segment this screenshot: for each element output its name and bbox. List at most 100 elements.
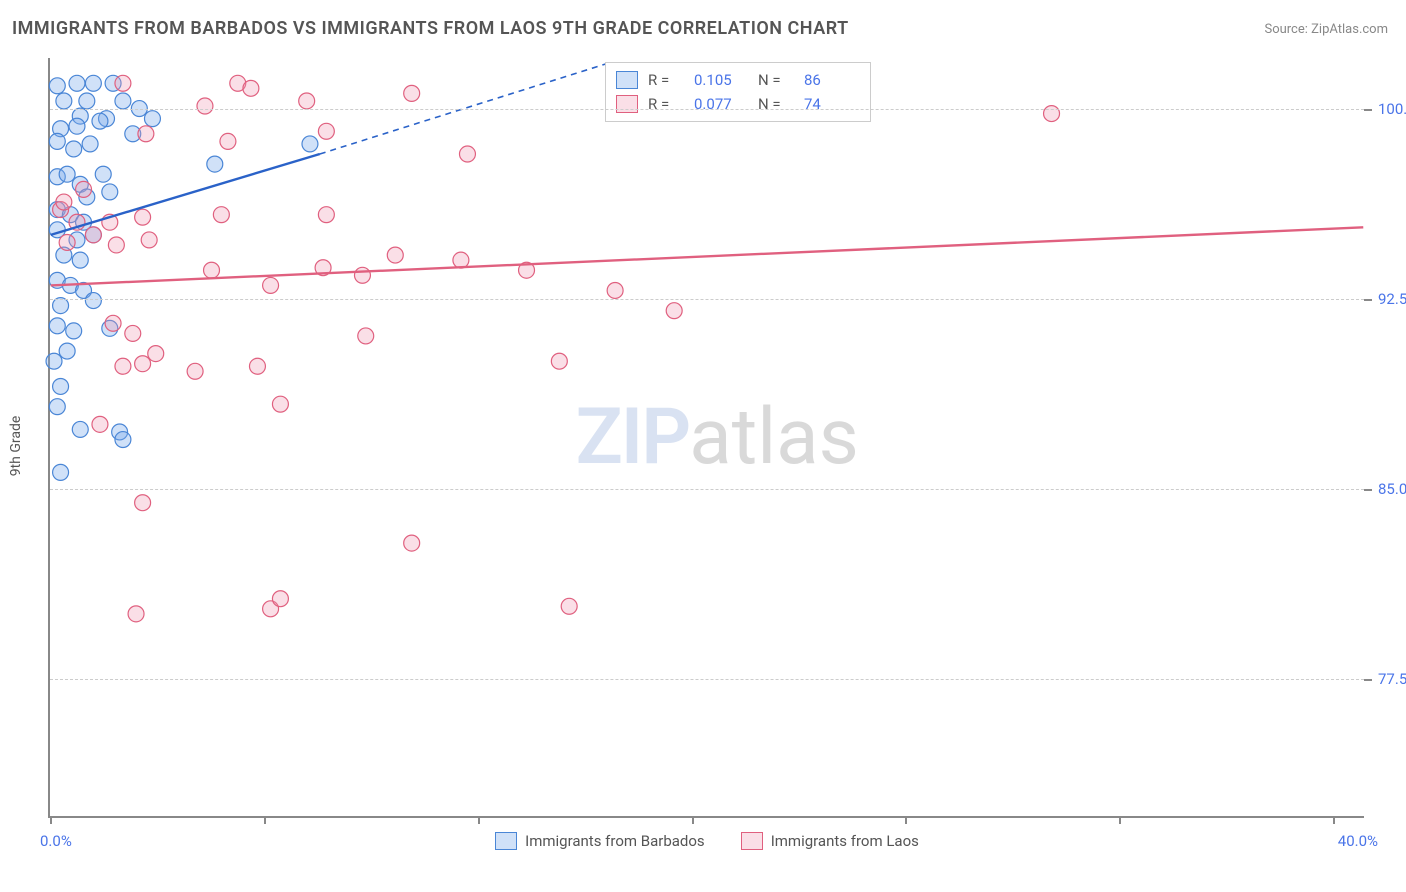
- xtick: [264, 816, 266, 824]
- data-point: [148, 346, 164, 362]
- legend-stats-row: R =0.105N =86: [616, 68, 858, 92]
- data-point: [49, 399, 65, 415]
- legend-stats: R =0.105N =86R =0.077N =74: [605, 62, 871, 122]
- xtick: [1333, 816, 1335, 824]
- data-point: [128, 606, 144, 622]
- gridline: [50, 679, 1364, 680]
- data-point: [59, 234, 75, 250]
- data-point: [263, 277, 279, 293]
- source-label: Source: ZipAtlas.com: [1264, 22, 1388, 37]
- ytick-label: 92.5%: [1378, 290, 1406, 308]
- legend-swatch: [495, 832, 517, 850]
- xtick: [50, 816, 52, 824]
- data-point: [204, 262, 220, 278]
- data-point: [85, 293, 101, 309]
- data-point: [69, 75, 85, 91]
- data-point: [125, 325, 141, 341]
- legend-swatch: [616, 71, 638, 89]
- data-point: [76, 181, 92, 197]
- data-point: [56, 194, 72, 210]
- data-point: [53, 464, 69, 480]
- data-point: [135, 495, 151, 511]
- data-point: [354, 267, 370, 283]
- data-point: [187, 363, 203, 379]
- data-point: [220, 133, 236, 149]
- data-point: [72, 252, 88, 268]
- xtick: [905, 816, 907, 824]
- legend-r-value: 0.105: [694, 68, 748, 92]
- data-point: [387, 247, 403, 263]
- data-point: [59, 343, 75, 359]
- plot-area: ZIPatlas R =0.105N =86R =0.077N =74 Immi…: [48, 58, 1364, 818]
- data-point: [141, 232, 157, 248]
- x-axis-max-label: 40.0%: [1338, 832, 1378, 850]
- data-point: [135, 209, 151, 225]
- data-point: [453, 252, 469, 268]
- data-point: [105, 315, 121, 331]
- xtick: [692, 816, 694, 824]
- legend-series-name: Immigrants from Laos: [771, 832, 919, 850]
- xtick: [478, 816, 480, 824]
- data-point: [404, 535, 420, 551]
- legend-r-label: R =: [648, 68, 684, 92]
- data-point: [607, 282, 623, 298]
- legend-series-item: Immigrants from Barbados: [495, 832, 705, 850]
- data-point: [144, 111, 160, 127]
- legend-n-value: 86: [804, 68, 858, 92]
- data-point: [459, 146, 475, 162]
- data-point: [49, 78, 65, 94]
- chart-svg: [50, 58, 1364, 816]
- data-point: [249, 358, 265, 374]
- ytick: [1364, 489, 1372, 491]
- trend-line: [51, 227, 1364, 285]
- data-point: [272, 396, 288, 412]
- data-point: [115, 75, 131, 91]
- ytick: [1364, 299, 1372, 301]
- data-point: [92, 113, 108, 129]
- data-point: [318, 123, 334, 139]
- gridline: [50, 299, 1364, 300]
- data-point: [561, 598, 577, 614]
- legend-swatch: [741, 832, 763, 850]
- data-point: [318, 207, 334, 223]
- legend-r-value: 0.077: [694, 92, 748, 116]
- data-point: [115, 358, 131, 374]
- legend-series-name: Immigrants from Barbados: [525, 832, 705, 850]
- data-point: [66, 323, 82, 339]
- chart-title: IMMIGRANTS FROM BARBADOS VS IMMIGRANTS F…: [12, 18, 849, 39]
- gridline: [50, 489, 1364, 490]
- ytick-label: 77.5%: [1378, 670, 1406, 688]
- data-point: [243, 80, 259, 96]
- data-point: [53, 298, 69, 314]
- data-point: [358, 328, 374, 344]
- data-point: [79, 93, 95, 109]
- xtick: [1119, 816, 1121, 824]
- data-point: [207, 156, 223, 172]
- ytick: [1364, 109, 1372, 111]
- data-point: [53, 378, 69, 394]
- data-point: [59, 166, 75, 182]
- data-point: [56, 93, 72, 109]
- ytick-label: 85.0%: [1378, 480, 1406, 498]
- data-point: [69, 118, 85, 134]
- legend-n-value: 74: [804, 92, 858, 116]
- data-point: [95, 166, 111, 182]
- ytick: [1364, 679, 1372, 681]
- data-point: [102, 184, 118, 200]
- data-point: [272, 591, 288, 607]
- data-point: [135, 356, 151, 372]
- data-point: [85, 227, 101, 243]
- data-point: [115, 93, 131, 109]
- legend-r-label: R =: [648, 92, 684, 116]
- data-point: [46, 353, 62, 369]
- data-point: [302, 136, 318, 152]
- data-point: [92, 416, 108, 432]
- data-point: [138, 126, 154, 142]
- data-point: [108, 237, 124, 253]
- data-point: [666, 303, 682, 319]
- legend-stats-row: R =0.077N =74: [616, 92, 858, 116]
- gridline: [50, 109, 1364, 110]
- data-point: [197, 98, 213, 114]
- data-point: [85, 75, 101, 91]
- legend-series-item: Immigrants from Laos: [741, 832, 919, 850]
